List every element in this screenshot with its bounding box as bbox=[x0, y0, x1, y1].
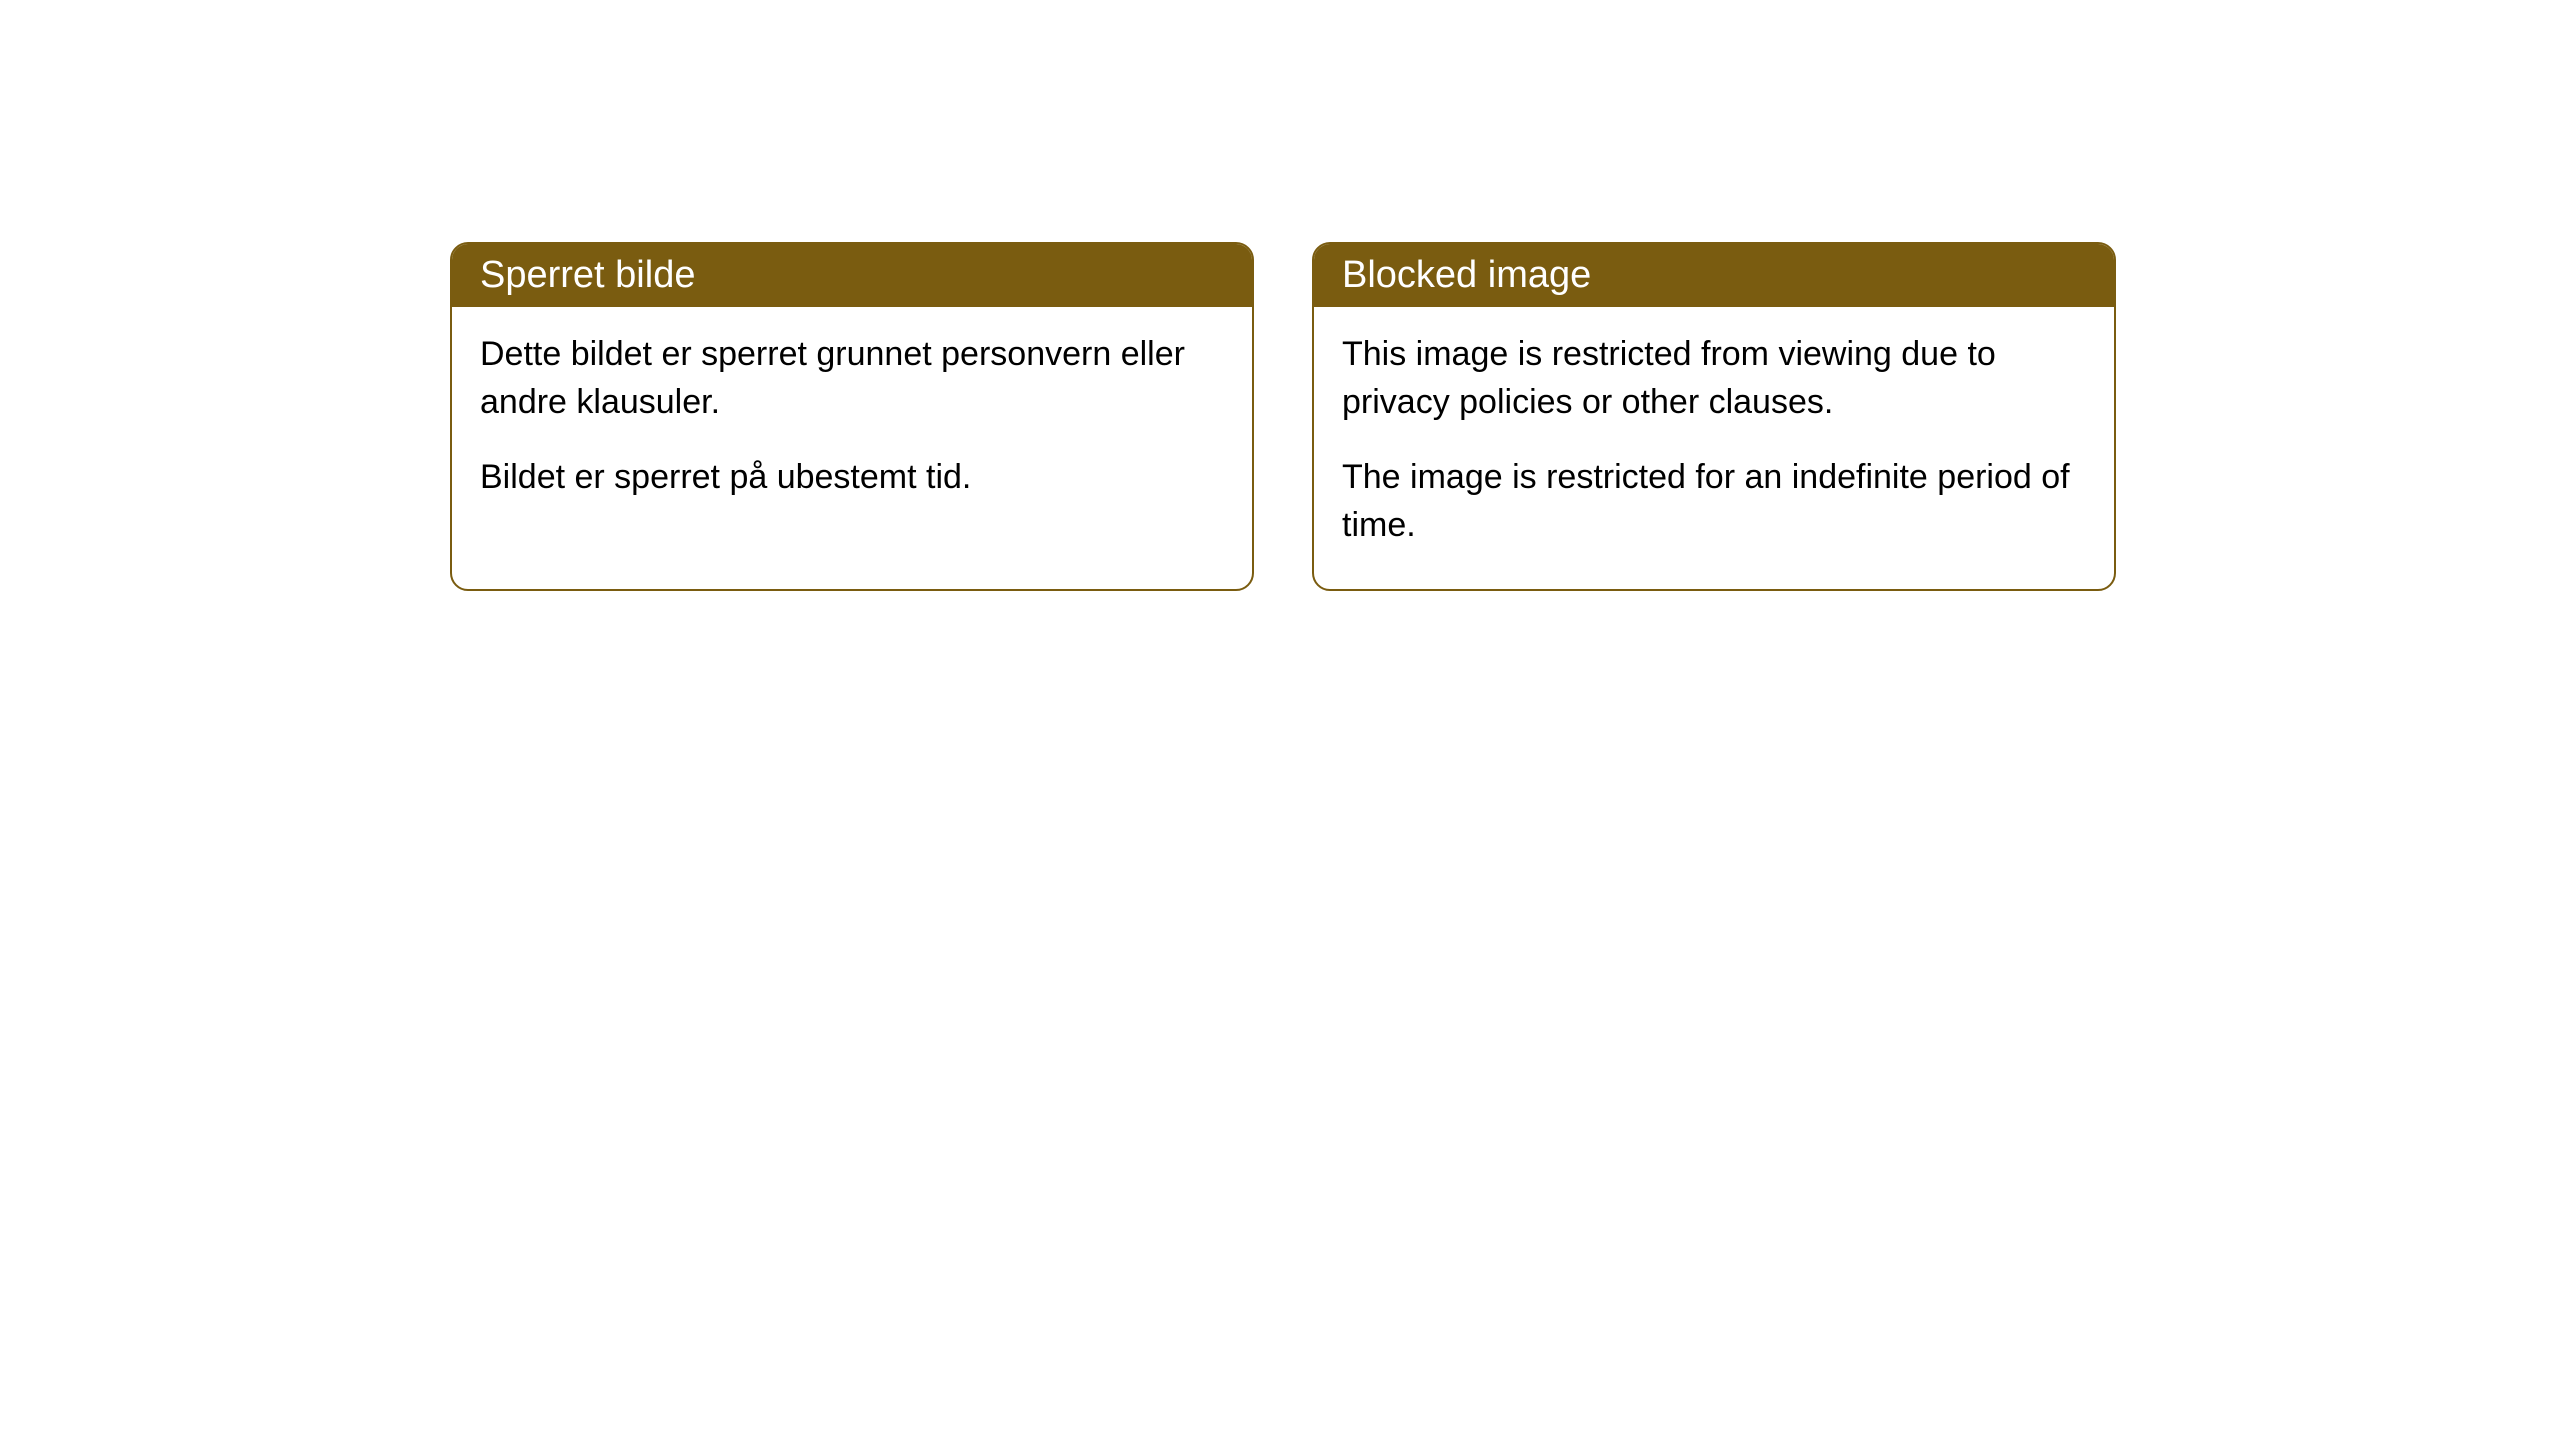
notice-paragraph-1-english: This image is restricted from viewing du… bbox=[1342, 331, 2086, 426]
notice-body-norwegian: Dette bildet er sperret grunnet personve… bbox=[452, 307, 1252, 542]
notice-card-norwegian: Sperret bilde Dette bildet er sperret gr… bbox=[450, 242, 1254, 591]
notice-body-english: This image is restricted from viewing du… bbox=[1314, 307, 2114, 589]
notice-title-english: Blocked image bbox=[1342, 254, 1591, 296]
notice-paragraph-2-english: The image is restricted for an indefinit… bbox=[1342, 454, 2086, 549]
notice-title-norwegian: Sperret bilde bbox=[480, 254, 695, 296]
notice-header-norwegian: Sperret bilde bbox=[452, 244, 1252, 307]
notice-paragraph-1-norwegian: Dette bildet er sperret grunnet personve… bbox=[480, 331, 1224, 426]
notice-container: Sperret bilde Dette bildet er sperret gr… bbox=[450, 242, 2116, 591]
notice-paragraph-2-norwegian: Bildet er sperret på ubestemt tid. bbox=[480, 454, 1224, 502]
notice-header-english: Blocked image bbox=[1314, 244, 2114, 307]
notice-card-english: Blocked image This image is restricted f… bbox=[1312, 242, 2116, 591]
